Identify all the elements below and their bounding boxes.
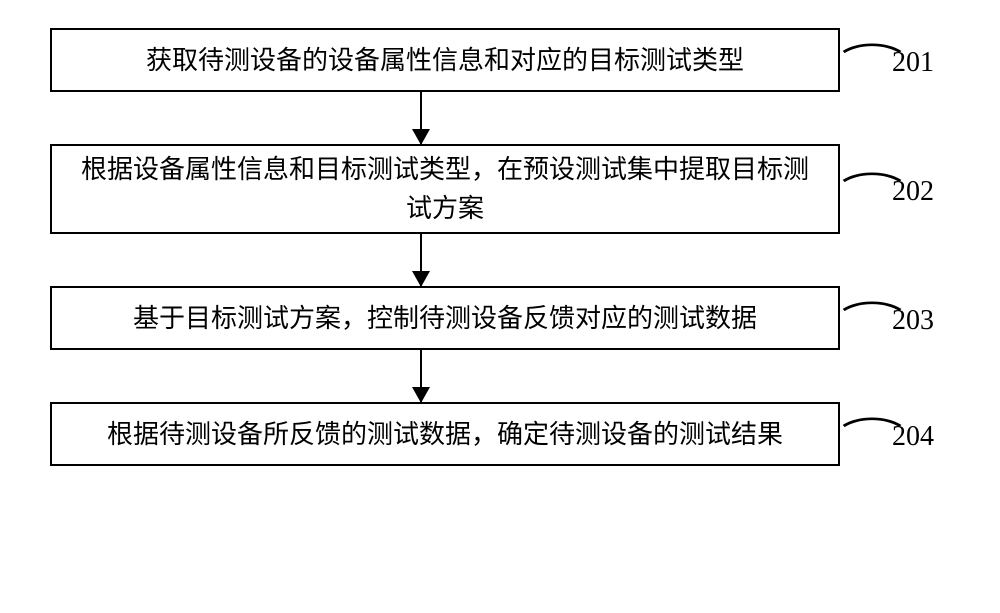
connector-tilde-icon: ⌒ xyxy=(841,163,903,215)
arrow-connector xyxy=(50,234,950,286)
arrow-line xyxy=(420,234,422,286)
step-label-203: ⌒203 xyxy=(858,298,934,338)
arrow-connector xyxy=(50,92,950,144)
step-box-204: 根据待测设备所反馈的测试数据，确定待测设备的测试结果 xyxy=(50,402,840,466)
arrow-line xyxy=(420,350,422,402)
step-text: 根据待测设备所反馈的测试数据，确定待测设备的测试结果 xyxy=(107,415,783,454)
flowchart-container: 获取待测设备的设备属性信息和对应的目标测试类型 ⌒201 根据设备属性信息和目标… xyxy=(50,28,950,466)
step-box-201: 获取待测设备的设备属性信息和对应的目标测试类型 xyxy=(50,28,840,92)
arrow-connector xyxy=(50,350,950,402)
step-label-201: ⌒201 xyxy=(858,40,934,80)
arrow-line xyxy=(420,92,422,144)
arrow-head-icon xyxy=(412,387,430,403)
step-text: 获取待测设备的设备属性信息和对应的目标测试类型 xyxy=(146,41,744,80)
step-row: 根据待测设备所反馈的测试数据，确定待测设备的测试结果 ⌒204 xyxy=(50,402,950,466)
step-text: 根据设备属性信息和目标测试类型，在预设测试集中提取目标测试方案 xyxy=(72,150,818,228)
arrow-head-icon xyxy=(412,271,430,287)
step-box-203: 基于目标测试方案，控制待测设备反馈对应的测试数据 xyxy=(50,286,840,350)
step-label-204: ⌒204 xyxy=(858,414,934,454)
step-text: 基于目标测试方案，控制待测设备反馈对应的测试数据 xyxy=(133,299,757,338)
connector-tilde-icon: ⌒ xyxy=(841,408,903,460)
step-row: 基于目标测试方案，控制待测设备反馈对应的测试数据 ⌒203 xyxy=(50,286,950,350)
step-row: 根据设备属性信息和目标测试类型，在预设测试集中提取目标测试方案 ⌒202 xyxy=(50,144,950,234)
step-label-202: ⌒202 xyxy=(858,169,934,209)
arrow-head-icon xyxy=(412,129,430,145)
connector-tilde-icon: ⌒ xyxy=(841,34,903,86)
step-box-202: 根据设备属性信息和目标测试类型，在预设测试集中提取目标测试方案 xyxy=(50,144,840,234)
step-row: 获取待测设备的设备属性信息和对应的目标测试类型 ⌒201 xyxy=(50,28,950,92)
connector-tilde-icon: ⌒ xyxy=(841,292,903,344)
